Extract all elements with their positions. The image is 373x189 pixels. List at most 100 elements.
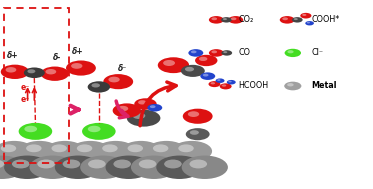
Circle shape [0,141,35,162]
Circle shape [228,81,232,82]
Circle shape [70,141,111,162]
Text: e⁻: e⁻ [21,83,30,92]
Circle shape [46,69,56,74]
Circle shape [88,81,110,93]
Circle shape [284,82,301,90]
Circle shape [305,21,314,26]
Circle shape [222,84,226,87]
Text: δ+: δ+ [72,47,84,56]
Circle shape [280,16,295,24]
Circle shape [20,164,41,174]
Circle shape [113,160,131,168]
Bar [4,8,69,163]
Text: e⁻: e⁻ [21,95,30,104]
Circle shape [189,160,207,168]
Circle shape [95,85,106,90]
Circle shape [199,57,207,61]
Circle shape [138,100,147,105]
Circle shape [302,14,307,16]
Circle shape [213,83,218,86]
Circle shape [282,17,288,20]
Circle shape [233,19,240,22]
Circle shape [216,78,225,83]
Circle shape [222,50,232,56]
Text: COOH*: COOH* [311,15,340,24]
Circle shape [0,164,16,174]
Circle shape [194,132,205,138]
Circle shape [181,65,205,77]
Circle shape [88,126,101,132]
Text: CO₂: CO₂ [239,15,254,24]
Circle shape [160,148,179,157]
Circle shape [103,74,133,89]
Circle shape [41,67,69,81]
Circle shape [294,18,298,20]
Circle shape [34,148,52,157]
Circle shape [120,141,162,162]
Circle shape [231,17,236,20]
Circle shape [142,102,152,107]
Circle shape [31,71,41,76]
Circle shape [290,85,298,89]
Text: HCOOH: HCOOH [239,81,269,91]
Circle shape [8,148,26,157]
Circle shape [188,111,199,117]
Circle shape [1,144,16,152]
Circle shape [188,49,203,57]
Circle shape [135,148,153,157]
Circle shape [228,16,243,24]
Circle shape [84,148,103,157]
Circle shape [59,148,77,157]
Circle shape [153,107,159,110]
Circle shape [26,144,41,152]
Circle shape [117,106,128,111]
Circle shape [287,83,294,86]
Circle shape [96,164,117,174]
Circle shape [227,80,236,84]
Circle shape [76,66,90,73]
Circle shape [307,22,310,23]
Circle shape [209,81,220,87]
Circle shape [0,156,25,179]
Circle shape [200,72,215,80]
Circle shape [304,15,309,17]
Circle shape [194,52,200,55]
Text: δ+: δ+ [7,51,19,60]
Circle shape [158,57,189,73]
Circle shape [88,160,106,168]
Circle shape [292,17,303,22]
Circle shape [150,105,156,108]
Circle shape [214,19,221,22]
Circle shape [225,52,230,55]
Circle shape [223,51,227,53]
Circle shape [209,16,224,24]
Circle shape [114,79,127,86]
Circle shape [195,55,217,66]
Circle shape [163,60,175,66]
Circle shape [1,65,29,79]
Circle shape [190,130,199,135]
Circle shape [219,80,223,82]
Circle shape [172,164,193,174]
Circle shape [164,160,182,168]
Circle shape [189,69,200,74]
Circle shape [71,63,82,69]
Circle shape [113,103,141,118]
Circle shape [132,112,145,119]
Circle shape [44,141,85,162]
Circle shape [225,19,230,22]
Circle shape [221,17,232,22]
Circle shape [300,13,311,19]
Circle shape [91,83,100,88]
Circle shape [206,75,212,78]
Circle shape [0,160,4,168]
Circle shape [66,60,96,76]
Circle shape [224,85,229,88]
Circle shape [128,144,143,152]
Circle shape [109,77,120,82]
Circle shape [94,129,109,136]
Circle shape [6,67,16,73]
Circle shape [308,23,312,25]
Circle shape [209,49,224,57]
Circle shape [46,164,66,174]
